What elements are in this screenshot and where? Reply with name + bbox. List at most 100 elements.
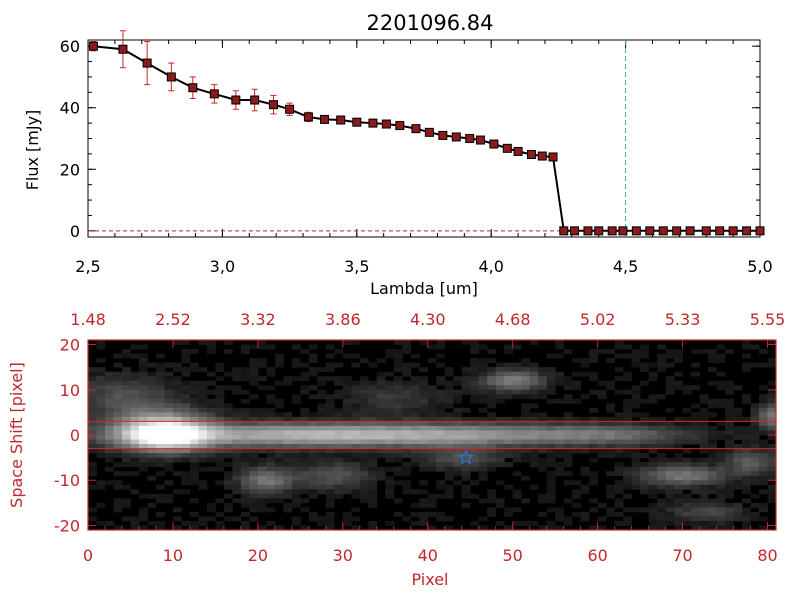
image-pixel	[614, 466, 624, 472]
image-pixel	[334, 475, 344, 481]
image-pixel	[470, 425, 480, 431]
image-pixel	[631, 453, 641, 459]
image-pixel	[223, 349, 233, 354]
image-pixel	[155, 403, 165, 409]
image-pixel	[648, 507, 658, 513]
image-pixel	[453, 457, 463, 463]
image-pixel	[138, 493, 148, 499]
image-pixel	[121, 448, 131, 454]
image-pixel	[478, 371, 488, 377]
image-pixel	[215, 525, 225, 531]
image-pixel	[130, 398, 140, 404]
image-pixel	[529, 380, 539, 386]
image-pixel	[538, 493, 548, 499]
image-pixel	[402, 394, 412, 400]
image-pixel	[436, 480, 446, 486]
image-x-tick-label: 70	[672, 546, 692, 565]
image-pixel	[351, 516, 361, 522]
image-pixel	[104, 435, 114, 440]
image-pixel	[529, 403, 539, 409]
image-pixel	[674, 385, 683, 391]
image-pixel	[223, 453, 233, 459]
image-pixel	[606, 511, 616, 517]
image-pixel	[436, 457, 446, 463]
image-pixel	[88, 412, 97, 418]
image-pixel	[215, 394, 225, 400]
image-pixel	[614, 448, 624, 454]
image-pixel	[589, 448, 599, 454]
image-pixel	[563, 457, 573, 463]
image-pixel	[249, 448, 259, 454]
image-pixel	[342, 407, 352, 413]
image-pixel	[283, 430, 293, 436]
image-pixel	[198, 520, 208, 526]
image-pixel	[606, 349, 616, 354]
image-pixel	[427, 412, 437, 418]
data-point	[685, 226, 695, 236]
image-pixel	[691, 489, 700, 495]
image-pixel	[155, 416, 165, 422]
image-pixel	[266, 367, 276, 373]
image-pixel	[342, 435, 352, 440]
image-pixel	[708, 516, 717, 522]
image-pixel	[198, 516, 208, 522]
image-pixel	[325, 430, 335, 436]
image-pixel	[317, 412, 327, 418]
image-pixel	[674, 507, 683, 513]
image-pixel	[640, 344, 649, 350]
image-pixel	[257, 507, 267, 513]
spectrum-x-axis-label: Lambda [um]	[370, 279, 478, 298]
image-pixel	[742, 398, 751, 404]
image-pixel	[172, 407, 182, 413]
image-pixel	[410, 362, 420, 368]
image-pixel	[436, 340, 446, 345]
data-point	[742, 226, 752, 236]
image-pixel	[155, 462, 165, 468]
image-pixel	[529, 371, 539, 377]
image-pixel	[181, 453, 191, 459]
image-pixel	[359, 398, 369, 404]
y-tick-label: 20	[60, 160, 80, 179]
image-pixel	[580, 516, 590, 522]
image-pixel	[266, 398, 276, 404]
image-pixel	[521, 394, 531, 400]
image-pixel	[121, 502, 131, 508]
image-pixel	[164, 398, 174, 404]
image-pixel	[206, 507, 216, 513]
image-pixel	[88, 394, 97, 400]
image-pixel	[223, 439, 233, 445]
image-pixel	[478, 462, 488, 468]
image-pixel	[580, 362, 590, 368]
image-pixel	[172, 435, 182, 440]
image-pixel	[198, 340, 208, 345]
image-pixel	[657, 444, 666, 449]
image-pixel	[325, 511, 335, 517]
image-pixel	[385, 466, 395, 472]
image-pixel	[376, 398, 386, 404]
image-pixel	[291, 466, 301, 472]
image-pixel	[215, 389, 225, 395]
image-pixel	[113, 502, 123, 508]
image-pixel	[504, 389, 514, 395]
image-pixel	[223, 484, 233, 490]
image-pixel	[682, 407, 692, 413]
image-pixel	[113, 498, 123, 504]
image-pixel	[427, 525, 437, 531]
image-pixel	[402, 421, 412, 427]
image-pixel	[274, 462, 284, 468]
image-pixel	[257, 421, 267, 427]
image-pixel	[495, 362, 505, 368]
image-pixel	[691, 466, 700, 472]
image-pixel	[121, 407, 131, 413]
image-pixel	[147, 371, 157, 377]
image-pixel	[453, 394, 463, 400]
image-pixel	[436, 362, 446, 368]
image-pixel	[393, 380, 403, 386]
image-pixel	[453, 453, 463, 459]
image-pixel	[393, 453, 403, 459]
image-pixel	[640, 349, 649, 354]
image-pixel	[300, 475, 310, 481]
image-pixel	[240, 439, 250, 445]
image-pixel	[767, 403, 777, 409]
image-pixel	[88, 435, 97, 440]
